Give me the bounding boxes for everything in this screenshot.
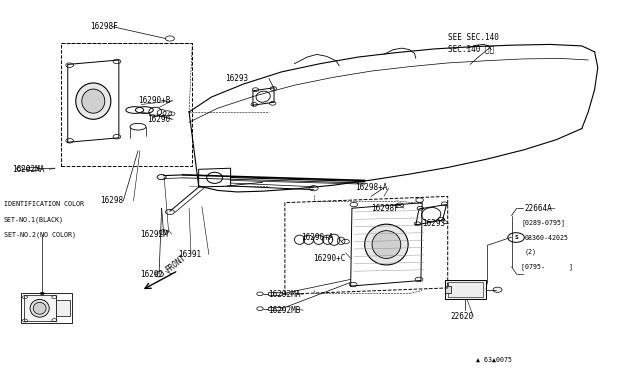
Ellipse shape [76,83,111,119]
Text: 16292MA: 16292MA [12,165,45,174]
Circle shape [155,272,164,277]
Text: 16290+B: 16290+B [138,96,170,105]
Text: 16290: 16290 [148,115,171,124]
Text: 08360-42025: 08360-42025 [524,235,568,241]
Text: 22664A: 22664A [524,204,552,213]
Text: 16292M: 16292M [140,230,168,239]
Circle shape [40,292,44,295]
Circle shape [159,230,168,235]
Text: 16391: 16391 [178,250,202,259]
Text: ▲ 63▲0075: ▲ 63▲0075 [476,356,513,362]
Text: 16298F: 16298F [90,22,118,31]
Text: 16298+A: 16298+A [355,183,387,192]
Bar [448,282,483,297]
Bar [268,307,282,310]
Text: 16292MA: 16292MA [268,290,300,299]
Circle shape [166,209,174,215]
Text: 16293: 16293 [225,74,248,83]
Text: S: S [514,235,518,240]
Bar [26,167,38,170]
Text: SEE SEC.140: SEE SEC.140 [448,33,499,42]
Bar [56,300,70,317]
Text: [0289-0795]: [0289-0795] [521,220,565,227]
Bar [445,280,486,299]
Ellipse shape [30,299,49,317]
Text: IDENTIFICATION COLOR: IDENTIFICATION COLOR [4,201,84,207]
Text: 16290+C: 16290+C [314,254,346,263]
Ellipse shape [372,231,401,259]
Bar [24,295,56,321]
Text: [0795-      ]: [0795- ] [521,263,573,270]
Text: SET-NO.1(BLACK): SET-NO.1(BLACK) [4,216,64,222]
Text: 16298: 16298 [100,196,123,205]
Text: 16292MB: 16292MB [268,306,300,315]
Text: SET-NO.2(NO COLOR): SET-NO.2(NO COLOR) [4,232,76,238]
Circle shape [309,186,318,191]
Text: 16293: 16293 [422,219,445,228]
Text: (2): (2) [524,249,536,255]
Ellipse shape [365,224,408,265]
Text: 22620: 22620 [451,312,474,321]
Text: FRONT: FRONT [164,253,188,274]
Bar [61,43,192,166]
Circle shape [493,287,502,292]
Text: 16292: 16292 [140,270,163,279]
Bar [21,294,72,323]
Text: 16290+A: 16290+A [301,233,333,243]
Bar [445,286,451,294]
Ellipse shape [82,89,105,113]
Bar [268,292,282,295]
Text: 16298F: 16298F [371,204,399,213]
Circle shape [157,174,166,180]
Text: SEC.140 参照: SEC.140 参照 [448,44,494,53]
Ellipse shape [33,302,46,314]
